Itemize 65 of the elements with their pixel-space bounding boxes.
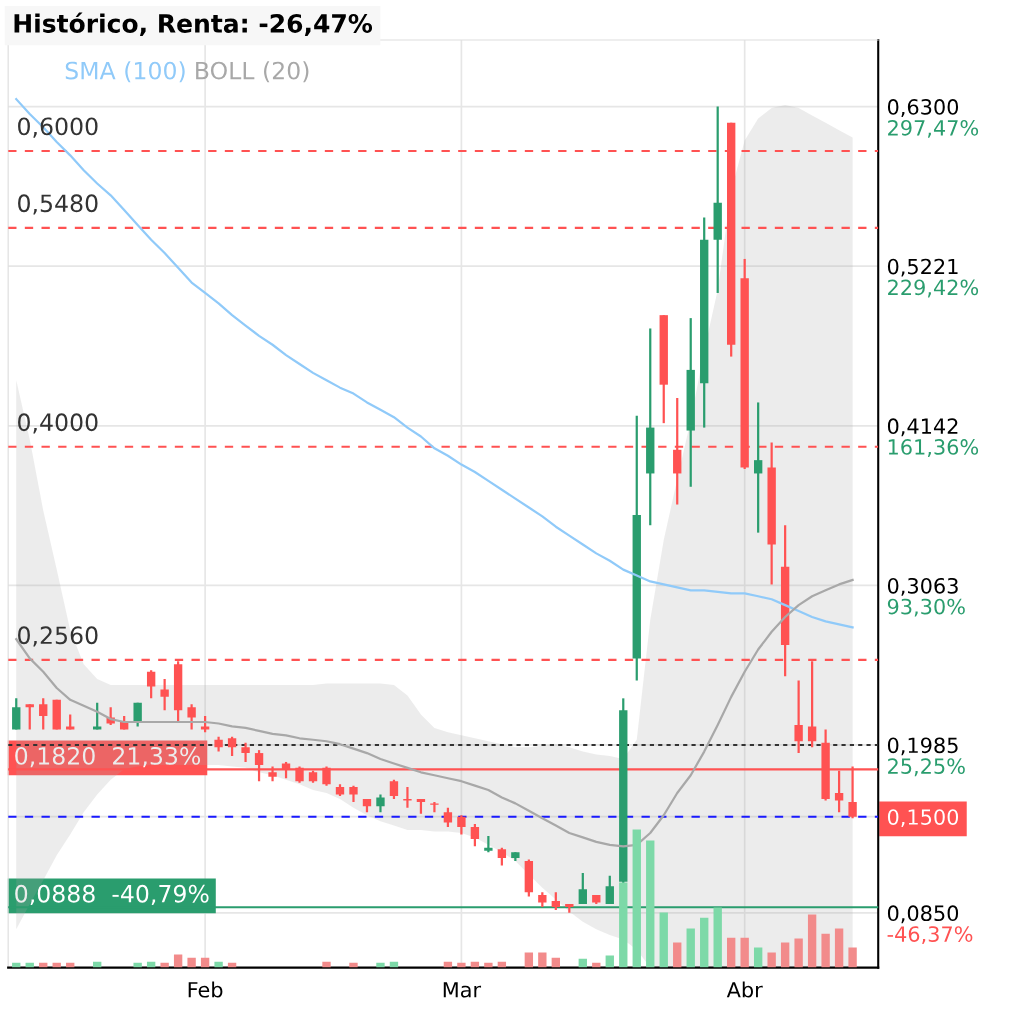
bar — [740, 937, 749, 968]
bar — [713, 907, 722, 968]
candlestick — [39, 697, 48, 731]
bar — [848, 947, 857, 968]
bar — [767, 952, 776, 968]
y2-tick-label: 25,25% — [888, 758, 965, 777]
ref-line-label: 0,5480 — [18, 194, 98, 215]
candlestick — [457, 814, 466, 836]
y-tick-label: 0,1500 — [887, 809, 959, 828]
candlestick — [443, 806, 453, 829]
bar — [700, 917, 709, 968]
bar — [807, 914, 817, 968]
y2-tick-label: 229,42% — [888, 279, 979, 298]
bar — [646, 840, 655, 968]
x-tick-label: Feb — [188, 981, 223, 998]
y-tick-label: 0,5221 — [887, 258, 958, 277]
ref-line-label: 0,0888 -40,79% — [15, 884, 209, 906]
candlestick — [227, 735, 237, 758]
candlestick — [578, 871, 587, 906]
y2-tick-label: 161,36% — [888, 439, 979, 457]
chart-title: Histórico, Renta: -26,47% — [14, 12, 373, 37]
bar — [214, 961, 223, 968]
bar — [187, 957, 196, 968]
candlestick — [187, 703, 196, 731]
line-series — [15, 578, 854, 848]
y2-tick-label: -46,37% — [887, 926, 973, 945]
ref-line-label: 0,4000 — [18, 413, 98, 434]
bar — [673, 942, 682, 968]
candlestick — [12, 697, 21, 731]
x-tick-label: Mar — [443, 982, 482, 998]
candlestick — [470, 822, 480, 848]
candlestick — [794, 679, 803, 755]
candlestick — [241, 741, 250, 764]
bar — [753, 947, 763, 968]
ref-line-label: 0,1820 21,33% — [15, 746, 201, 768]
text: SMA (100) — [65, 61, 185, 83]
bar — [794, 938, 803, 968]
candlestick — [389, 778, 399, 801]
y2-tick-label: 297,47% — [888, 119, 979, 138]
candlestick — [93, 701, 102, 731]
bar — [780, 942, 790, 968]
bar — [632, 829, 641, 968]
bar — [686, 928, 695, 968]
bar — [834, 928, 844, 968]
bar — [322, 961, 331, 968]
candlestick — [25, 703, 34, 731]
candlestick — [753, 401, 763, 534]
bar — [727, 937, 736, 968]
y-tick-label: 0,3063 — [887, 577, 958, 596]
bar — [538, 952, 547, 968]
y-tick-label: 0,6300 — [887, 99, 959, 117]
candlestick — [160, 677, 169, 712]
x-tick-label: Abr — [726, 981, 763, 998]
text: BOLL (20) — [196, 61, 309, 83]
y2-tick-label: 93,30% — [887, 598, 965, 617]
candlestick — [146, 669, 156, 700]
bar — [821, 933, 830, 968]
y-tick-label: 0,0850 — [887, 905, 959, 924]
bar — [659, 912, 668, 968]
ref-line-label: 0,6000 — [18, 117, 98, 138]
y-tick-label: 0,4142 — [887, 418, 958, 437]
y-tick-label: 0,1985 — [887, 737, 958, 756]
candlestick — [430, 800, 439, 814]
candlestick — [605, 874, 614, 906]
ref-line-label: 0,2560 — [18, 626, 98, 647]
